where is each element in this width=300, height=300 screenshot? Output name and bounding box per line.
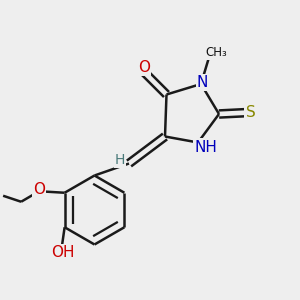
Text: O: O [138, 60, 150, 75]
Text: N: N [197, 75, 208, 90]
Text: H: H [115, 153, 125, 167]
Text: NH: NH [194, 140, 217, 154]
Text: CH₃: CH₃ [205, 46, 227, 59]
Text: O: O [33, 182, 45, 197]
Text: S: S [246, 105, 255, 120]
Text: OH: OH [51, 245, 75, 260]
